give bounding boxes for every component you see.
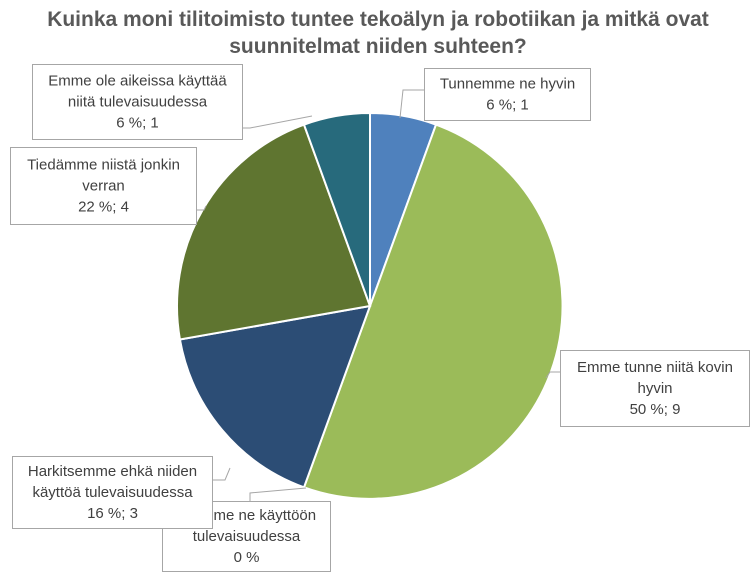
pie-slice-3 — [178, 304, 372, 489]
slice-label-3-line-1: käyttöä tulevaisuudessa — [32, 484, 193, 501]
pie-slice-4 — [175, 123, 372, 341]
slice-labels: Tunnemme ne hyvin 6 %; 1 Emme tunne niitä … — [10, 64, 750, 572]
slice-label-5: Emme ole aikeissa käyttää niitä tulevaisu… — [32, 64, 313, 140]
chart-title-line-1: Kuinka moni tilitoimisto tuntee tekoälyn… — [47, 8, 709, 31]
slice-label-3-line-0: Harkitsemme ehkä niiden — [28, 463, 197, 480]
slice-label-1-line-1: hyvin — [637, 380, 672, 397]
label-box-1 — [560, 350, 750, 427]
slice-label-1-line-2: 50 %; 9 — [630, 401, 681, 418]
leader-line-0 — [399, 89, 424, 119]
slice-label-5-line-1: niitä tulevaisuudessa — [68, 94, 208, 111]
slice-label-4: Tiedämme niistä jonkin verran 22 %; 4 — [10, 147, 207, 225]
slice-label-0-line-1: 6 %; 1 — [486, 97, 529, 114]
slice-label-4-line-1: verran — [82, 178, 125, 195]
pie-slices — [175, 111, 564, 500]
leader-line-1 — [545, 371, 560, 379]
slice-label-4-line-0: Tiedämme niistä jonkin — [27, 157, 180, 174]
slice-label-5-line-0: Emme ole aikeissa käyttää — [48, 73, 227, 90]
slice-label-0: Tunnemme ne hyvin 6 %; 1 — [399, 68, 591, 121]
slice-label-1: Emme tunne niitä kovin hyvin 50 %; 9 — [545, 350, 750, 427]
chart-title-line-2: suunnitelmat niiden suhteen? — [229, 35, 527, 58]
slice-label-4-line-2: 22 %; 4 — [78, 199, 129, 216]
leader-line-5 — [240, 115, 313, 129]
label-box-0 — [424, 68, 591, 121]
slice-label-2-line-1: tulevaisuudessa — [193, 528, 301, 545]
chart-title: Kuinka moni tilitoimisto tuntee tekoälyn… — [0, 6, 756, 60]
leader-line-3 — [212, 467, 231, 481]
label-box-3 — [12, 456, 213, 529]
leader-line-2 — [249, 487, 307, 501]
slice-label-3-line-2: 16 %; 3 — [87, 505, 138, 522]
slice-label-5-line-2: 6 %; 1 — [116, 115, 159, 132]
slice-label-3: Harkitsemme ehkä niiden käyttöä tulevaisu… — [12, 456, 231, 529]
label-box-5 — [32, 64, 243, 140]
label-box-4 — [10, 147, 197, 225]
slice-label-0-line-0: Tunnemme ne hyvin — [440, 76, 575, 93]
leader-line-4 — [196, 205, 207, 211]
pie-slice-5 — [302, 111, 371, 307]
slice-label-2-line-2: 0 % — [234, 549, 260, 566]
slice-label-1-line-0: Emme tunne niitä kovin — [577, 359, 733, 376]
label-box-2 — [162, 501, 331, 572]
